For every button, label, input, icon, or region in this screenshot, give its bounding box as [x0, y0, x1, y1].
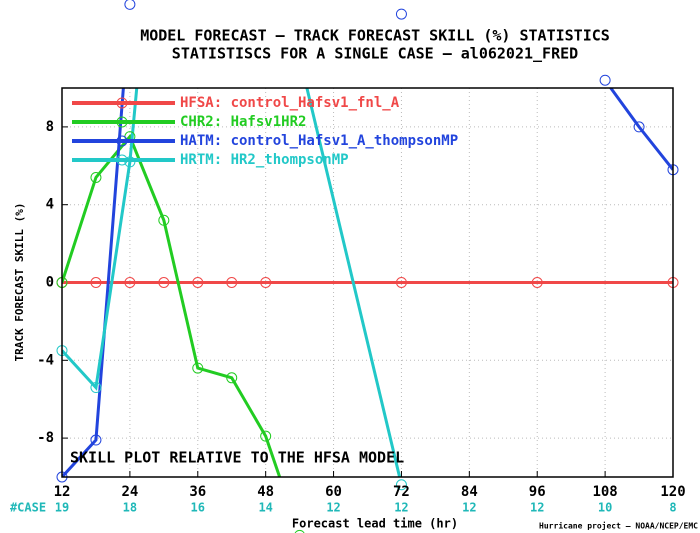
- series-marker: [599, 74, 611, 86]
- annotation: SKILL PLOT RELATIVE TO THE HFSA MODEL: [70, 449, 404, 467]
- credit: Hurricane project — NOAA/NCEP/EMC: [539, 521, 698, 531]
- series-marker: [90, 171, 102, 183]
- legend-marker: [116, 116, 128, 128]
- case-count: 18: [123, 501, 137, 515]
- y-tick-label: -8: [37, 430, 54, 446]
- series-marker: [90, 277, 102, 288]
- lines: [62, 88, 673, 477]
- series-marker: [158, 214, 170, 226]
- series-marker: [124, 277, 136, 288]
- x-tick-label: 72: [393, 484, 410, 500]
- legend-label: CHR2: Hafsv1HR2: [180, 114, 306, 130]
- case-count: 12: [326, 501, 340, 515]
- legend-marker: [116, 97, 128, 109]
- series-marker: [395, 8, 407, 20]
- x-tick-label: 96: [529, 484, 546, 500]
- y-tick-label: 4: [46, 197, 54, 213]
- case-label: #CASE: [10, 501, 46, 515]
- x-tick-label: 48: [257, 484, 274, 500]
- x-tick-label: 36: [189, 484, 206, 500]
- x-tick-label: 12: [54, 484, 71, 500]
- y-axis-label: TRACK FORECAST SKILL (%): [13, 203, 26, 362]
- y-tick-label: 0: [46, 275, 54, 291]
- series-marker: [395, 277, 407, 288]
- x-tick-label: 24: [121, 484, 138, 500]
- case-count: 14: [258, 501, 272, 515]
- series-marker: [226, 372, 238, 384]
- chart-title: MODEL FORECAST — TRACK FORECAST SKILL (%…: [140, 27, 610, 45]
- series-marker: [260, 277, 272, 288]
- series-line: [62, 133, 282, 477]
- case-count: 8: [669, 501, 676, 515]
- legend-label: HFSA: control_Hafsv1_fnl_A: [180, 95, 400, 111]
- series-marker: [90, 382, 102, 394]
- series-marker: [226, 277, 238, 288]
- series-marker: [192, 362, 204, 374]
- x-tick-label: 60: [325, 484, 342, 500]
- chart-subtitle: STATISTISCS FOR A SINGLE CASE — al062021…: [172, 45, 578, 63]
- y-tick-label: 8: [46, 119, 54, 135]
- y-tick-label: -4: [37, 352, 54, 368]
- legend-label: HRTM: HR2_thompsonMP: [180, 152, 349, 168]
- x-tick-label: 120: [660, 484, 685, 500]
- series-marker: [124, 0, 136, 10]
- series-marker: [90, 434, 102, 446]
- case-count: 19: [55, 501, 69, 515]
- x-axis-label: Forecast lead time (hr): [292, 517, 458, 531]
- case-count: 12: [394, 501, 408, 515]
- case-count: 12: [530, 501, 544, 515]
- series-marker: [260, 430, 272, 442]
- series-line: [62, 88, 402, 477]
- series-line: [62, 88, 673, 477]
- series-marker: [531, 277, 543, 288]
- case-count: 16: [191, 501, 205, 515]
- x-tick-label: 108: [592, 484, 617, 500]
- plot-frame: [61, 87, 674, 478]
- legend-marker: [116, 135, 128, 147]
- case-count: 10: [598, 501, 612, 515]
- series-marker: [294, 529, 305, 533]
- legend-marker: [116, 154, 128, 166]
- case-count: 12: [462, 501, 476, 515]
- series-marker: [395, 479, 407, 491]
- series-marker: [633, 121, 645, 133]
- legend-label: HATM: control_Hafsv1_A_thompsonMP: [180, 133, 458, 149]
- x-tick-label: 84: [461, 484, 478, 500]
- series-marker: [158, 277, 170, 288]
- series-marker: [192, 277, 204, 288]
